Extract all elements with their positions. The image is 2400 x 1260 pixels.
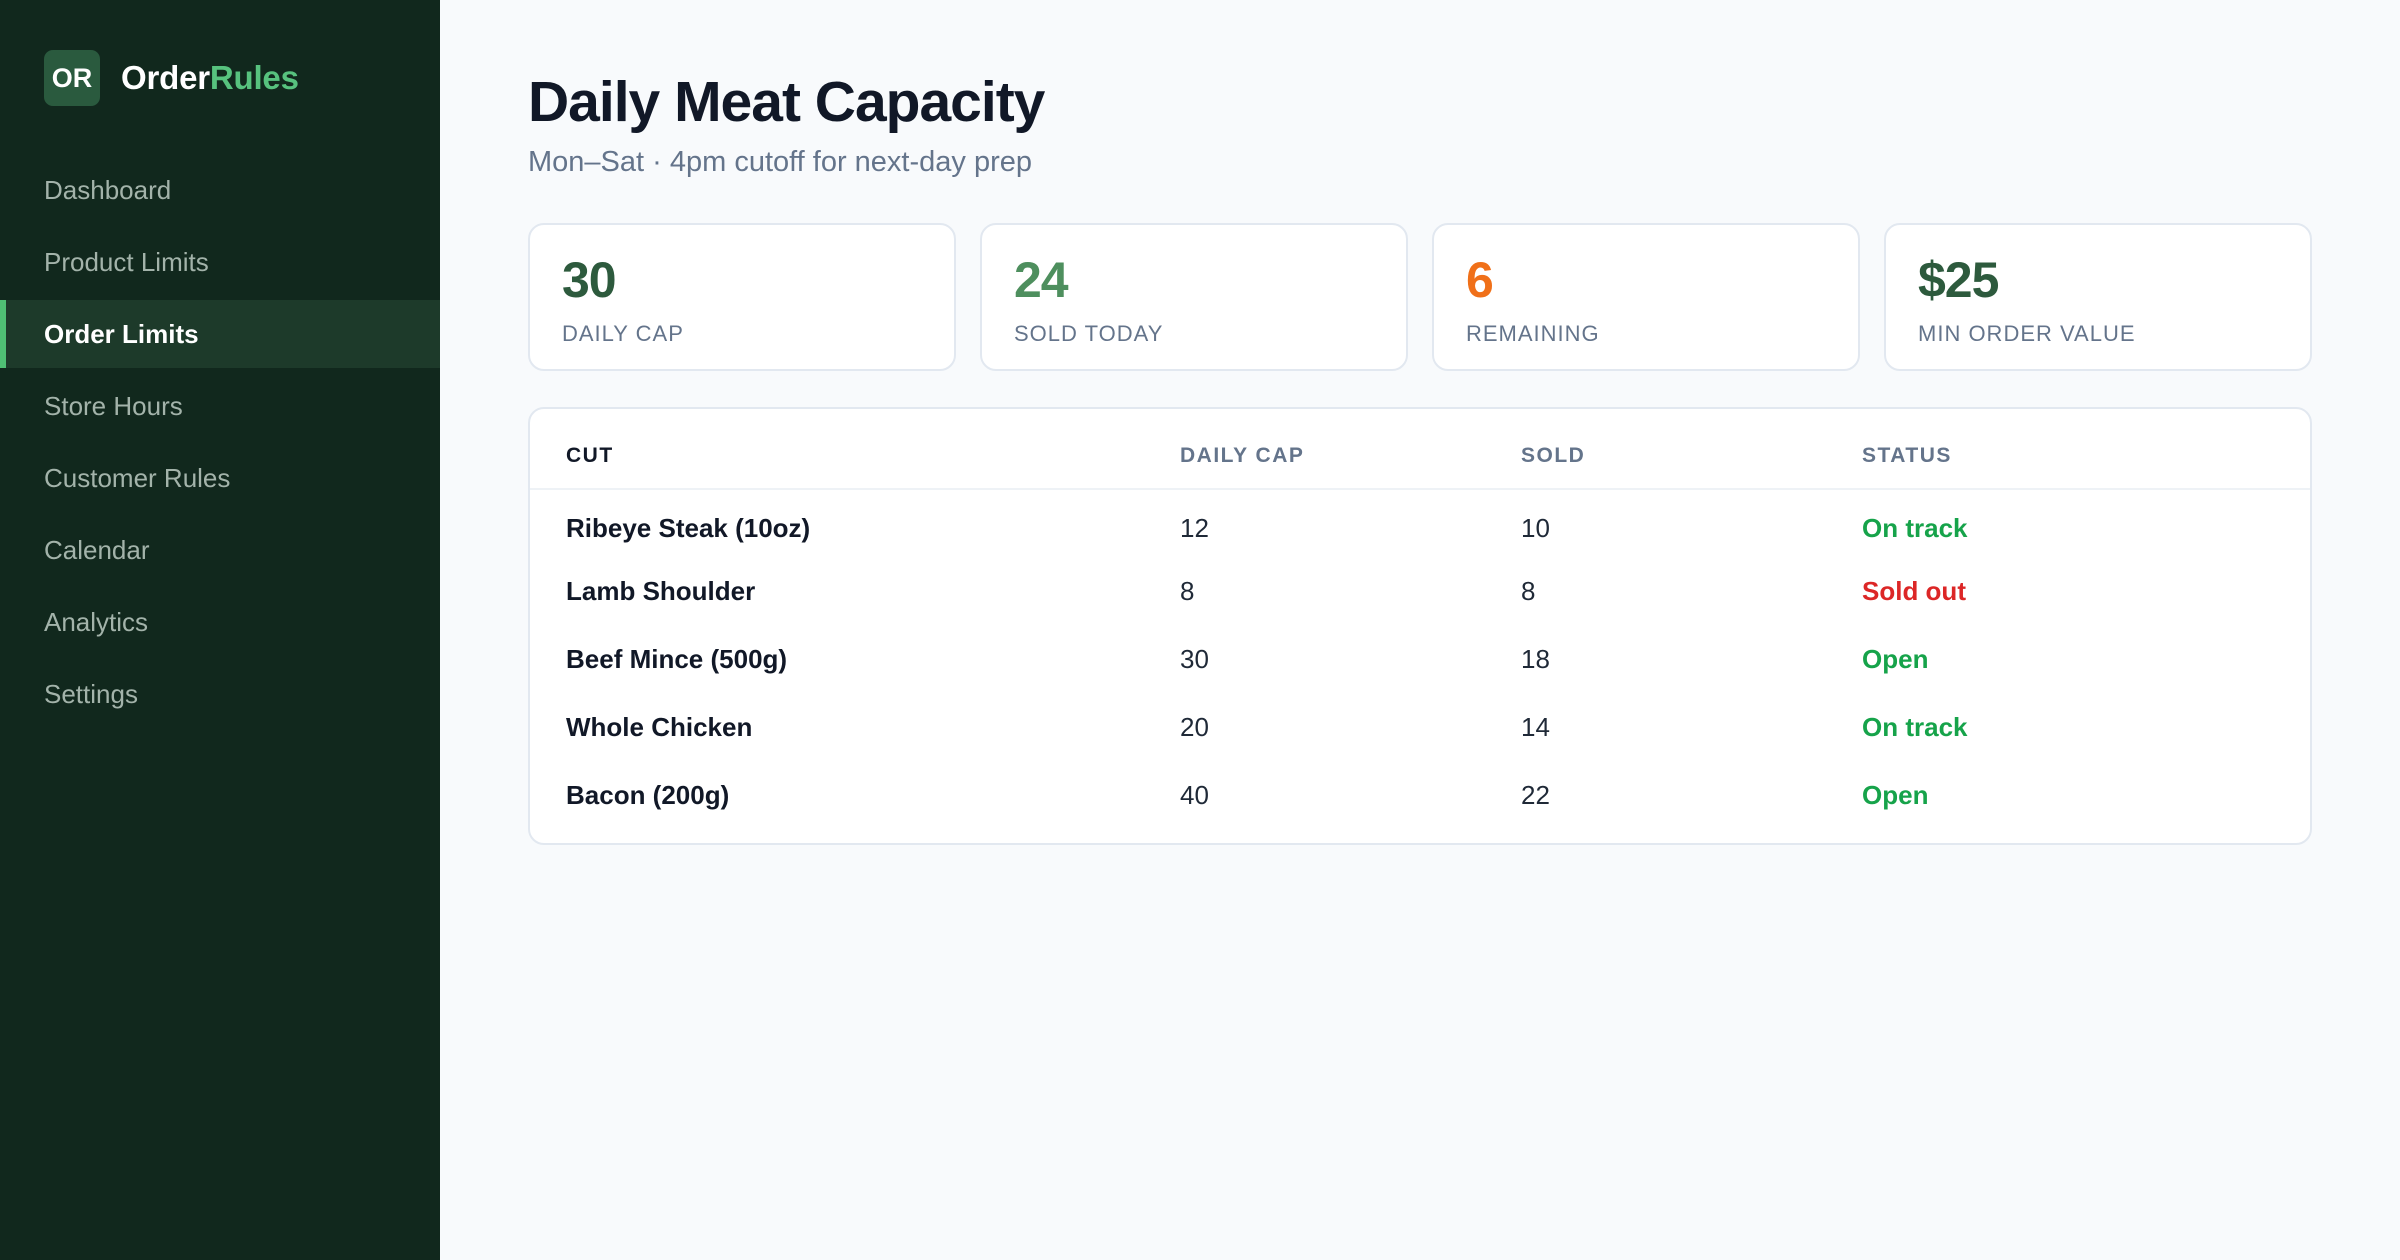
status-badge: Sold out bbox=[1862, 575, 1966, 606]
sidebar-item-calendar[interactable]: Calendar bbox=[0, 516, 440, 584]
cell-sold: 8 bbox=[1521, 575, 1536, 606]
status-badge: On track bbox=[1862, 513, 1968, 543]
status-badge: Open bbox=[1862, 643, 1929, 674]
status-badge: Open bbox=[1862, 779, 1929, 810]
sidebar-item-label: Order Limits bbox=[44, 318, 199, 349]
column-header-sold[interactable]: SOLD bbox=[1521, 409, 1862, 490]
cell-sold: 14 bbox=[1521, 711, 1550, 742]
cell-cut: Lamb Shoulder bbox=[566, 575, 756, 606]
sidebar-nav: Dashboard Product Limits Order Limits St… bbox=[0, 156, 440, 728]
cell-daily-cap: 20 bbox=[1180, 711, 1209, 742]
stat-value: $25 bbox=[1918, 252, 1999, 308]
brand[interactable]: OR OrderRules bbox=[0, 44, 440, 112]
cell-sold: 22 bbox=[1521, 779, 1550, 810]
sidebar-item-label: Analytics bbox=[44, 606, 149, 637]
cell-cut: Beef Mince (500g) bbox=[566, 643, 788, 674]
cell-cut: Bacon (200g) bbox=[566, 779, 730, 810]
table-header-row: CUT DAILY CAP SOLD STATUS bbox=[530, 409, 2310, 490]
sidebar-item-settings[interactable]: Settings bbox=[0, 660, 440, 728]
stat-card-daily-cap: 30 DAILY CAP bbox=[528, 223, 956, 371]
cell-daily-cap: 30 bbox=[1180, 643, 1209, 674]
capacity-table: CUT DAILY CAP SOLD STATUS Ribeye Steak (… bbox=[530, 409, 2310, 829]
brand-name-main: Order bbox=[121, 59, 210, 96]
sidebar-item-label: Customer Rules bbox=[44, 462, 231, 493]
table-row[interactable]: Whole Chicken 20 14 On track bbox=[530, 693, 2310, 761]
cell-daily-cap: 40 bbox=[1180, 779, 1209, 810]
column-header-cut[interactable]: CUT bbox=[530, 409, 1180, 490]
stats-row: 30 DAILY CAP 24 SOLD TODAY 6 REMAINING $… bbox=[528, 223, 2312, 371]
capacity-table-card: CUT DAILY CAP SOLD STATUS Ribeye Steak (… bbox=[528, 407, 2312, 845]
stat-label: DAILY CAP bbox=[562, 321, 684, 346]
table-row[interactable]: Lamb Shoulder 8 8 Sold out bbox=[530, 557, 2310, 625]
table-row[interactable]: Bacon (200g) 40 22 Open bbox=[530, 761, 2310, 829]
stat-value: 6 bbox=[1466, 252, 1494, 308]
cell-daily-cap: 8 bbox=[1180, 575, 1195, 606]
logo-badge: OR bbox=[44, 50, 100, 106]
page-subtitle: Mon–Sat · 4pm cutoff for next-day prep bbox=[528, 146, 1033, 178]
stat-label: REMAINING bbox=[1466, 321, 1600, 346]
cell-sold: 10 bbox=[1521, 513, 1550, 543]
cell-daily-cap: 12 bbox=[1180, 513, 1209, 543]
main-content: Daily Meat Capacity Mon–Sat · 4pm cutoff… bbox=[440, 0, 2400, 1260]
stat-card-sold-today: 24 SOLD TODAY bbox=[980, 223, 1408, 371]
sidebar: OR OrderRules Dashboard Product Limits O… bbox=[0, 0, 440, 1260]
sidebar-item-label: Settings bbox=[44, 678, 138, 709]
cell-cut: Ribeye Steak (10oz) bbox=[566, 513, 811, 543]
status-badge: On track bbox=[1862, 711, 1968, 742]
stat-label: MIN ORDER VALUE bbox=[1918, 321, 2136, 346]
sidebar-item-analytics[interactable]: Analytics bbox=[0, 588, 440, 656]
sidebar-item-store-hours[interactable]: Store Hours bbox=[0, 372, 440, 440]
stat-value: 24 bbox=[1014, 252, 1069, 308]
sidebar-item-label: Product Limits bbox=[44, 246, 209, 277]
stat-card-min-order-value: $25 MIN ORDER VALUE bbox=[1884, 223, 2312, 371]
cell-cut: Whole Chicken bbox=[566, 711, 753, 742]
cell-sold: 18 bbox=[1521, 643, 1550, 674]
sidebar-item-label: Calendar bbox=[44, 534, 150, 565]
sidebar-item-dashboard[interactable]: Dashboard bbox=[0, 156, 440, 224]
sidebar-item-product-limits[interactable]: Product Limits bbox=[0, 228, 440, 296]
sidebar-item-label: Store Hours bbox=[44, 390, 183, 421]
stat-label: SOLD TODAY bbox=[1014, 321, 1164, 346]
stat-card-remaining: 6 REMAINING bbox=[1432, 223, 1860, 371]
column-header-status[interactable]: STATUS bbox=[1862, 409, 2310, 490]
column-header-daily-cap[interactable]: DAILY CAP bbox=[1180, 409, 1521, 490]
brand-name: OrderRules bbox=[121, 59, 299, 97]
sidebar-item-customer-rules[interactable]: Customer Rules bbox=[0, 444, 440, 512]
sidebar-item-label: Dashboard bbox=[44, 174, 172, 205]
stat-value: 30 bbox=[562, 252, 617, 308]
sidebar-item-order-limits[interactable]: Order Limits bbox=[0, 300, 440, 368]
table-row[interactable]: Beef Mince (500g) 30 18 Open bbox=[530, 625, 2310, 693]
table-row[interactable]: Ribeye Steak (10oz) 12 10 On track bbox=[530, 489, 2310, 557]
page-title: Daily Meat Capacity bbox=[528, 70, 1045, 134]
brand-name-accent: Rules bbox=[209, 59, 299, 96]
